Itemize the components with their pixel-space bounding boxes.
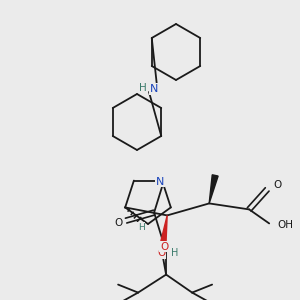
Polygon shape	[209, 175, 218, 203]
Text: O: O	[160, 242, 168, 252]
Polygon shape	[160, 215, 167, 244]
Text: O: O	[157, 248, 165, 258]
Text: N: N	[150, 84, 158, 94]
Text: O: O	[273, 180, 281, 190]
Text: H: H	[138, 223, 145, 232]
Text: N: N	[156, 177, 164, 187]
Text: O: O	[114, 218, 122, 228]
Text: H: H	[139, 83, 147, 93]
Text: OH: OH	[277, 220, 293, 230]
Text: H: H	[172, 248, 179, 258]
